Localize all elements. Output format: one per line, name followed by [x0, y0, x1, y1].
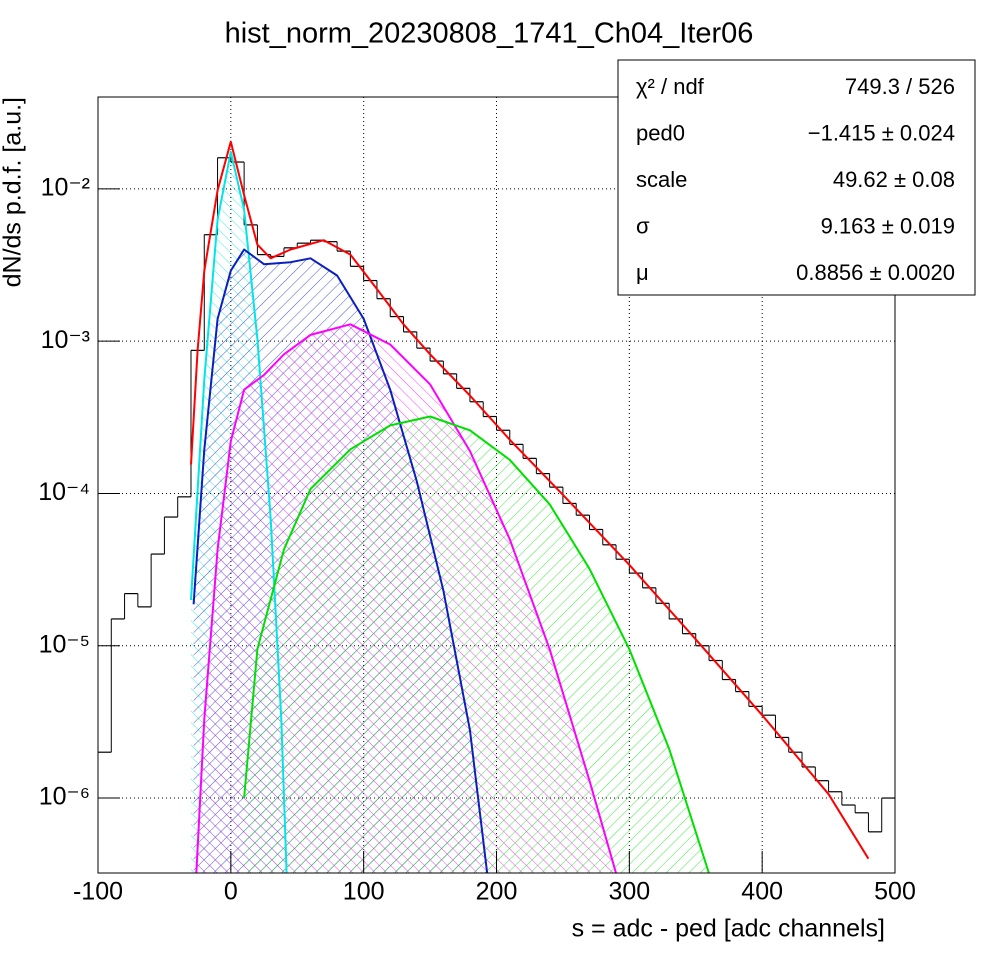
stats-label: ped0 [636, 120, 685, 145]
y-tick-label: 10⁻⁶ [39, 783, 90, 811]
fit-curve [243, 415, 710, 873]
stats-label: scale [636, 167, 687, 192]
x-tick-label: 0 [224, 878, 238, 906]
hatch-area [244, 416, 709, 873]
fit-curve [195, 323, 618, 873]
stats-value: −1.415 ± 0.024 [808, 120, 955, 145]
stats-value: 0.8856 ± 0.0020 [796, 260, 955, 285]
x-tick-label: 100 [343, 878, 385, 906]
stats-label: χ² / ndf [636, 74, 705, 99]
fit-curve [190, 150, 288, 873]
stats-box: χ² / ndf 749.3 / 526 ped0 −1.415 ± 0.024 sca… [617, 59, 976, 296]
fit-curve [192, 248, 489, 873]
stats-frame [617, 59, 976, 296]
y-tick-label: 10⁻³ [41, 326, 90, 354]
chart-title: hist_norm_20230808_1741_Ch04_Iter06 [225, 18, 754, 50]
stats-label: μ [636, 260, 649, 285]
fit-curve [190, 140, 870, 860]
stats-value: 9.163 ± 0.019 [821, 213, 955, 238]
stats-value: 49.62 ± 0.08 [833, 167, 955, 192]
stats-label: σ [636, 213, 650, 238]
x-tick-label: 200 [476, 878, 518, 906]
x-tick-label: 300 [608, 878, 650, 906]
y-tick-label: 10⁻⁵ [39, 630, 90, 658]
y-tick-label: 10⁻² [41, 173, 90, 201]
y-axis-label: dN/ds p.d.f. [a.u.] [0, 97, 27, 287]
y-tick-label: 10⁻⁴ [38, 478, 90, 506]
x-axis-label: s = adc - ped [adc channels] [572, 915, 885, 943]
stats-value: 749.3 / 526 [845, 74, 955, 99]
x-tick-label: -100 [73, 878, 123, 906]
x-tick-label: 500 [874, 878, 916, 906]
axes: -100 0 100 200 300 400 500 10⁻⁶ 10⁻⁵ 10⁻⁴ 10⁻³ 10⁻² [38, 173, 916, 905]
plot-area [98, 140, 895, 873]
x-tick-label: 400 [741, 878, 783, 906]
